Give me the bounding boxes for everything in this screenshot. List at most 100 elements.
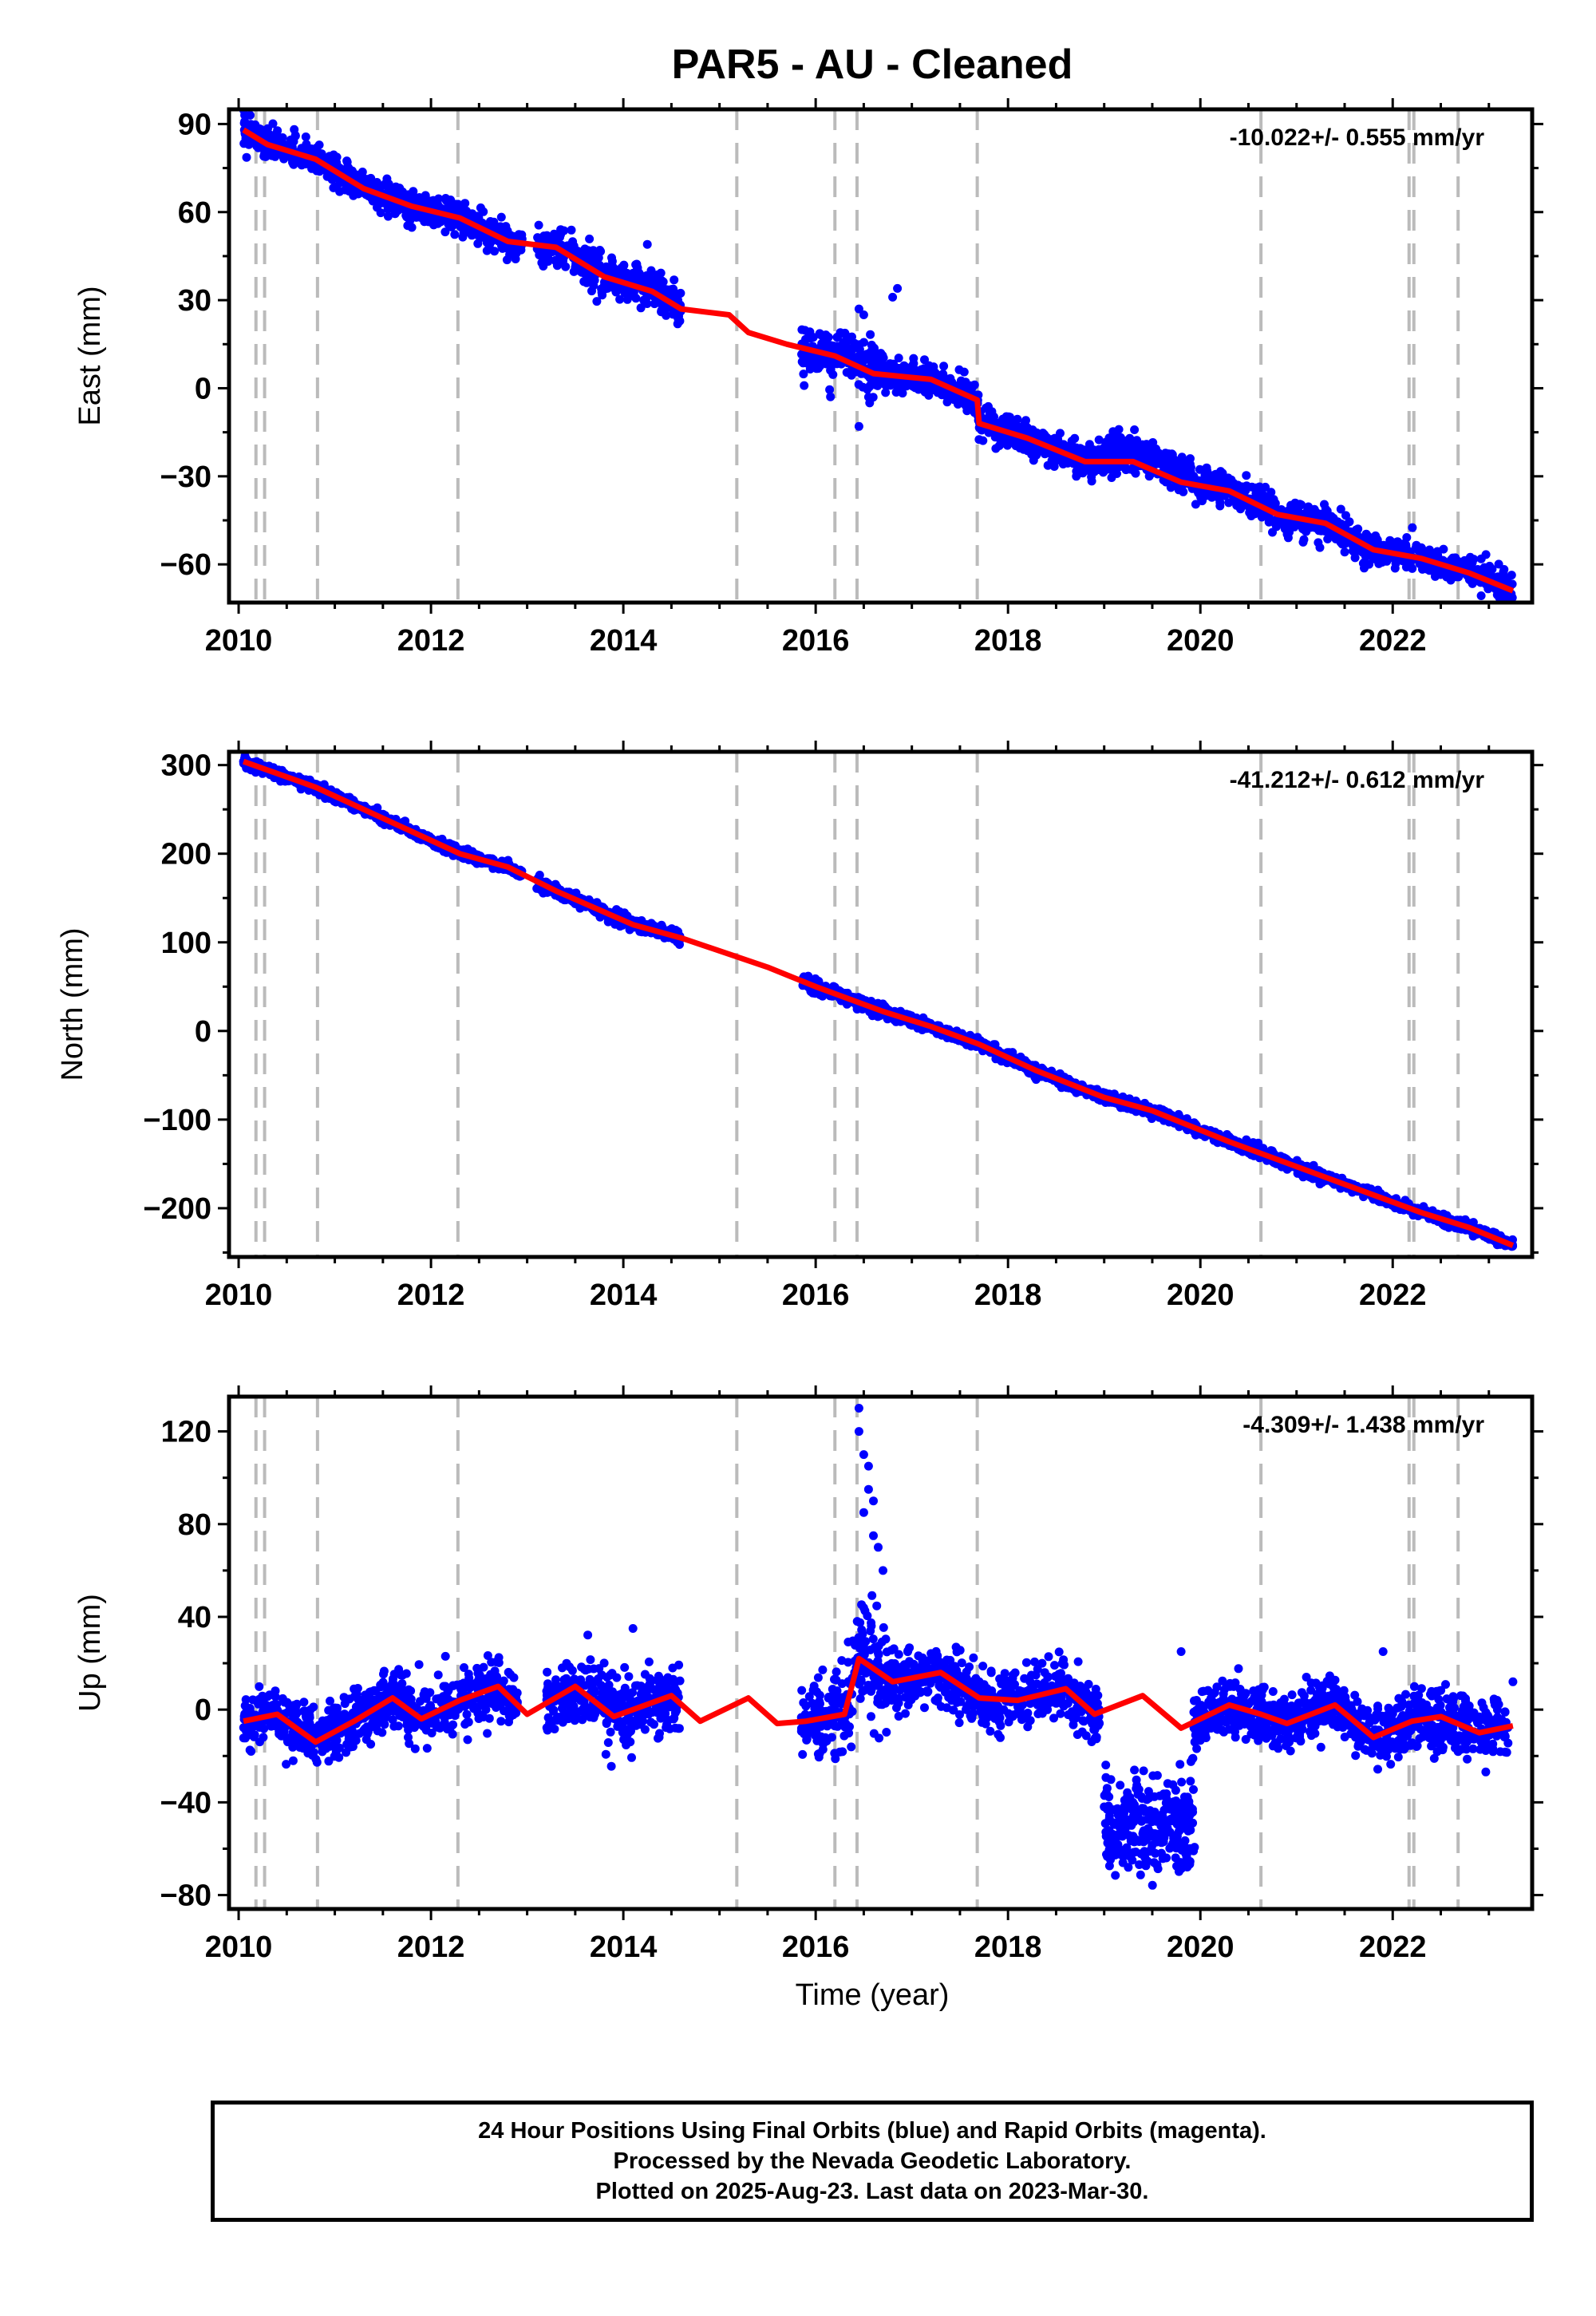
- data-point: [1005, 415, 1015, 425]
- data-point: [1053, 436, 1062, 445]
- x-tick-label: 2022: [1359, 624, 1427, 658]
- data-point: [440, 227, 450, 237]
- data-point: [797, 357, 807, 366]
- data-point: [919, 364, 929, 373]
- data-point: [842, 999, 851, 1009]
- data-point: [956, 376, 966, 385]
- data-point: [650, 299, 659, 309]
- model-line-east: [242, 127, 1515, 594]
- data-point: [1100, 466, 1109, 476]
- data-point: [276, 777, 285, 786]
- data-point: [1237, 482, 1246, 492]
- data-point: [585, 234, 595, 243]
- data-point: [1340, 547, 1349, 557]
- data-point: [590, 273, 599, 283]
- data-point: [656, 282, 665, 291]
- data-point: [1465, 552, 1475, 562]
- data-point: [1003, 435, 1013, 445]
- data-point: [534, 220, 543, 230]
- data-point: [1481, 550, 1491, 559]
- data-point: [289, 160, 298, 169]
- x-tick-label: 2010: [205, 624, 273, 658]
- x-tick-label: 2012: [397, 624, 465, 658]
- data-point: [1109, 444, 1119, 453]
- data-point: [1108, 427, 1118, 437]
- data-point: [1423, 564, 1432, 574]
- data-point: [271, 152, 280, 161]
- chart-title: PAR5 - AU - Cleaned: [672, 41, 1073, 88]
- data-point: [373, 803, 382, 812]
- data-point: [1494, 559, 1503, 569]
- data-point: [1070, 433, 1080, 443]
- data-point: [1298, 537, 1308, 547]
- data-point: [1144, 472, 1154, 481]
- data-point: [867, 357, 876, 366]
- data-point: [611, 287, 621, 297]
- data-point: [1350, 543, 1360, 552]
- data-point: [290, 124, 299, 134]
- data-point: [1360, 563, 1369, 573]
- data-point: [674, 316, 683, 326]
- data-point: [265, 130, 275, 140]
- data-point: [389, 187, 398, 196]
- data-point: [1499, 565, 1509, 574]
- data-point: [1402, 533, 1412, 542]
- data-point: [799, 370, 808, 379]
- data-point: [1493, 572, 1503, 582]
- data-point: [873, 381, 883, 390]
- data-point: [1487, 564, 1497, 574]
- data-point: [420, 217, 429, 227]
- data-point: [1290, 498, 1300, 508]
- data-point: [259, 151, 269, 160]
- data-point: [631, 260, 641, 270]
- data-point: [602, 283, 612, 293]
- y-tick-label: −30: [160, 460, 211, 494]
- data-point: [1320, 500, 1329, 509]
- data-point: [539, 231, 549, 241]
- data-point: [1303, 504, 1313, 513]
- x-tick-label: 2018: [974, 624, 1042, 658]
- data-point: [359, 174, 369, 183]
- data-point: [1015, 424, 1025, 433]
- y-tick-label: 0: [195, 372, 211, 405]
- data-point: [841, 330, 851, 340]
- data-point: [415, 193, 425, 202]
- data-point: [1094, 435, 1104, 445]
- data-point: [859, 310, 868, 319]
- data-point: [800, 381, 809, 390]
- data-point: [567, 243, 576, 252]
- data-point: [855, 340, 864, 350]
- data-point: [898, 389, 907, 398]
- data-point: [1207, 491, 1216, 500]
- y-tick-label: 30: [178, 284, 211, 318]
- data-point: [611, 267, 621, 277]
- data-point: [567, 225, 576, 235]
- data-point: [1161, 461, 1171, 471]
- data-point: [1502, 593, 1511, 603]
- data-point: [894, 354, 903, 363]
- data-point: [670, 275, 679, 285]
- data-point: [561, 262, 571, 271]
- data-point: [675, 940, 684, 949]
- data-point: [1251, 488, 1261, 498]
- data-point: [1118, 447, 1128, 456]
- data-point: [1021, 416, 1030, 425]
- data-point: [1179, 487, 1188, 496]
- data-point: [873, 998, 883, 1008]
- data-point: [619, 261, 629, 271]
- data-point: [622, 294, 632, 304]
- data-point: [888, 292, 898, 302]
- data-point: [1363, 532, 1373, 541]
- data-point: [596, 247, 606, 256]
- data-point: [1124, 441, 1133, 450]
- data-point: [842, 346, 851, 356]
- data-point: [848, 353, 858, 362]
- data-point: [854, 421, 863, 431]
- data-point: [839, 340, 848, 350]
- data-point: [1372, 533, 1381, 543]
- data-point: [998, 414, 1008, 424]
- data-point: [909, 380, 918, 389]
- y-tick-label: −60: [160, 548, 211, 582]
- data-point: [857, 350, 867, 360]
